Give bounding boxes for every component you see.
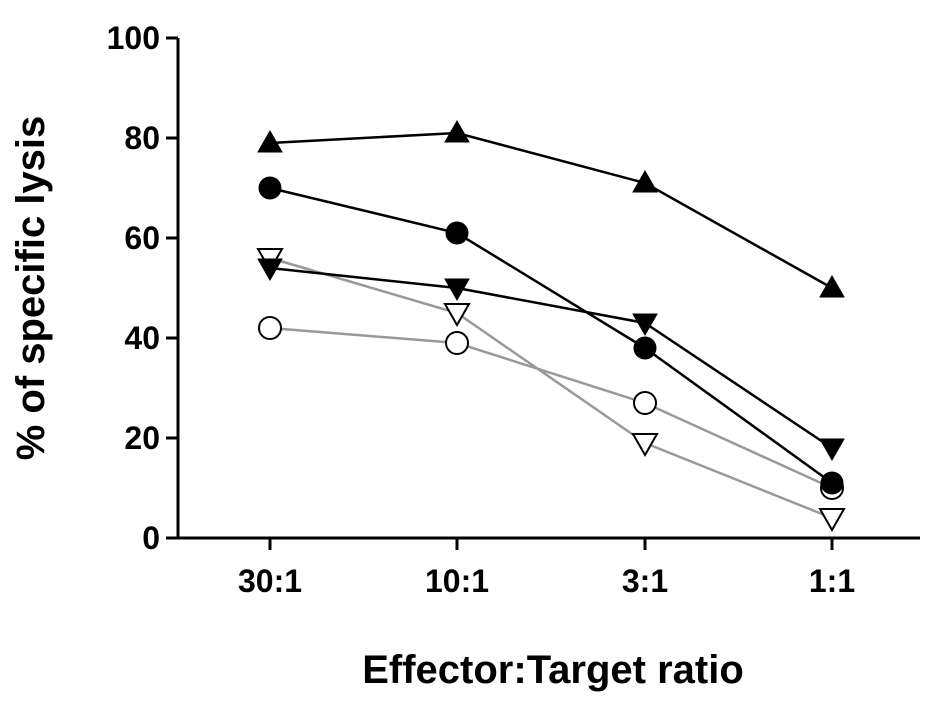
data-point-triangle-down-filled xyxy=(444,278,470,302)
axes xyxy=(176,38,920,540)
data-point-triangle-down-open xyxy=(443,303,471,328)
y-ticks: 0 20 40 60 80 100 xyxy=(107,20,178,556)
data-point-circle-filled xyxy=(820,471,844,495)
series-line xyxy=(269,326,833,490)
series-triangle-up-filled xyxy=(257,119,845,298)
y-tick-label: 80 xyxy=(124,120,160,156)
y-tick-label: 60 xyxy=(124,220,160,256)
series-triangle-down-filled xyxy=(257,258,845,462)
y-tick-label: 40 xyxy=(124,320,160,356)
data-point-triangle-down-filled xyxy=(632,313,658,337)
series-line xyxy=(269,256,833,520)
data-point-triangle-up-filled xyxy=(444,119,470,143)
series-circle-open xyxy=(258,316,844,500)
y-tick-label: 100 xyxy=(107,20,160,56)
x-tick-label: 10:1 xyxy=(425,563,489,599)
data-point-triangle-up-filled xyxy=(819,274,845,298)
data-point-triangle-down-open xyxy=(818,508,846,533)
series-line xyxy=(269,186,833,485)
data-point-circle-open xyxy=(258,316,282,340)
x-ticks: 30:1 10:1 3:1 1:1 xyxy=(238,538,855,599)
data-point-triangle-down-filled xyxy=(257,258,283,282)
y-tick-label: 0 xyxy=(142,520,160,556)
series-group xyxy=(256,119,846,533)
x-axis-title: Effector:Target ratio xyxy=(362,648,744,692)
data-point-circle-open xyxy=(445,331,469,355)
data-point-triangle-up-filled xyxy=(257,129,283,153)
data-point-triangle-up-filled xyxy=(632,169,658,193)
series-line xyxy=(269,131,833,290)
x-tick-label: 30:1 xyxy=(238,563,302,599)
data-point-circle-filled xyxy=(258,176,282,200)
data-point-triangle-down-open xyxy=(631,433,659,458)
x-tick-label: 1:1 xyxy=(809,563,855,599)
y-tick-label: 20 xyxy=(124,420,160,456)
x-tick-label: 3:1 xyxy=(622,563,668,599)
y-axis-title: % of specific lysis xyxy=(9,116,53,461)
data-point-circle-filled xyxy=(633,336,657,360)
data-point-triangle-down-filled xyxy=(819,438,845,462)
series-circle-filled xyxy=(258,176,844,495)
data-point-circle-open xyxy=(633,391,657,415)
data-point-circle-filled xyxy=(445,221,469,245)
series-line xyxy=(269,266,833,450)
